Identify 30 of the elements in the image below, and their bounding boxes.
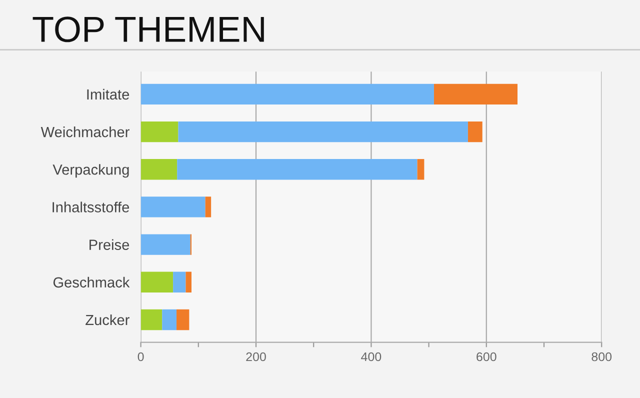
bar (186, 272, 192, 292)
y-tick-label: Preise (90, 239, 130, 250)
y-tick-label: Zucker (86, 314, 130, 326)
bar (417, 159, 424, 180)
bar (140, 272, 174, 292)
x-tick-label: 600 (476, 352, 496, 362)
bar (162, 309, 177, 330)
bar (205, 196, 212, 218)
bar (140, 121, 178, 142)
y-tick-label: Imitate (87, 88, 130, 100)
bar (434, 84, 518, 105)
chart-title: TOP THEMEN (32, 16, 264, 42)
bar (468, 121, 482, 142)
bar (140, 309, 162, 330)
bar (176, 309, 190, 330)
y-tick-label: Geschmack (53, 276, 130, 288)
bar (177, 159, 418, 180)
x-tick-label: 0 (138, 352, 144, 362)
bar (140, 196, 206, 218)
x-tick-label: 800 (592, 352, 612, 362)
bar (140, 84, 434, 105)
bar (178, 121, 468, 142)
x-tick-label: 200 (246, 352, 266, 362)
y-tick-label: Weichmacher (40, 126, 130, 138)
bar (140, 234, 190, 255)
y-tick-label: Inhaltsstoffe (52, 202, 130, 212)
x-tick-label: 400 (361, 352, 382, 362)
bar (173, 272, 186, 292)
bar (140, 159, 178, 180)
y-tick-label: Verpackung (52, 164, 129, 178)
